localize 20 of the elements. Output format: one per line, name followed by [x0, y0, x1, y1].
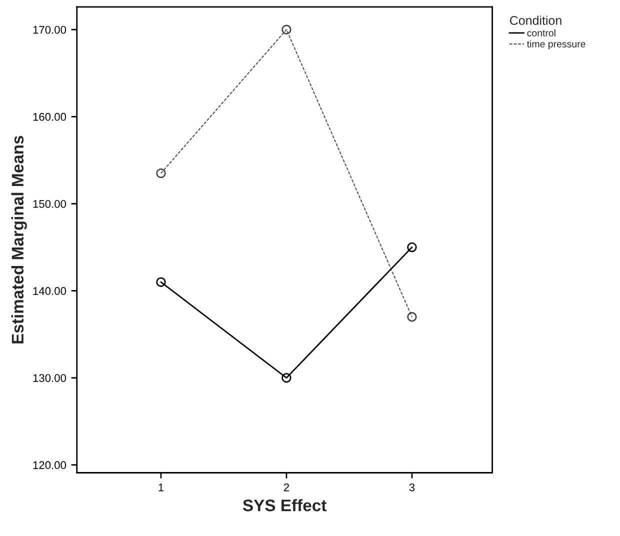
y-tick-label: 170.00: [33, 26, 66, 34]
y-tick-label: 120.00: [33, 461, 66, 470]
legend-label: control: [527, 29, 556, 36]
x-axis-title: SYS Effect: [242, 499, 327, 512]
x-tick-label: 3: [409, 483, 415, 492]
y-tick-label: 130.00: [33, 374, 66, 382]
point: [407, 312, 417, 322]
point: [407, 242, 417, 252]
point: [156, 277, 166, 287]
point: [156, 168, 166, 178]
legend-label: time pressure: [526, 40, 586, 50]
y-tick-label: 150.00: [33, 200, 66, 208]
legend-title: Condition: [510, 16, 562, 25]
y-axis-title: Estimated Marginal Means: [11, 136, 27, 344]
x-tick-label: 1: [158, 484, 164, 492]
point: [282, 24, 292, 34]
x-tick-label: 2: [284, 483, 289, 492]
y-tick-label: 160.00: [33, 112, 66, 121]
y-tick-label: 140.00: [33, 287, 66, 295]
point: [282, 372, 292, 383]
